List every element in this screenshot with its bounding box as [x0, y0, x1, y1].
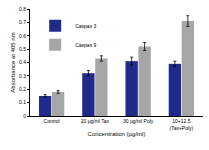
svg-text:Caspas 3: Caspas 3	[75, 23, 96, 29]
svg-text:0.7: 0.7	[19, 19, 26, 25]
svg-text:Absorbance at 405 nm: Absorbance at 405 nm	[10, 32, 16, 92]
svg-text:0.5: 0.5	[19, 46, 26, 52]
svg-text:0.3: 0.3	[19, 73, 26, 79]
svg-text:0.2: 0.2	[19, 86, 26, 92]
svg-text:Control: Control	[44, 118, 60, 124]
svg-text:10+12.5(Tax+Poly): 10+12.5(Tax+Poly)	[169, 118, 193, 131]
svg-text:0.4: 0.4	[19, 59, 26, 65]
svg-text:0.1: 0.1	[19, 99, 26, 105]
svg-text:Caspas 9: Caspas 9	[75, 42, 96, 48]
svg-text:0: 0	[23, 113, 26, 119]
svg-text:Concentration (µg/ml): Concentration (µg/ml)	[88, 131, 146, 137]
svg-text:10 µg/ml Tax: 10 µg/ml Tax	[81, 118, 110, 124]
svg-text:0.6: 0.6	[19, 33, 26, 39]
svg-text:30 µg/ml Poly: 30 µg/ml Poly	[123, 118, 154, 124]
svg-text:0.8: 0.8	[19, 6, 26, 12]
